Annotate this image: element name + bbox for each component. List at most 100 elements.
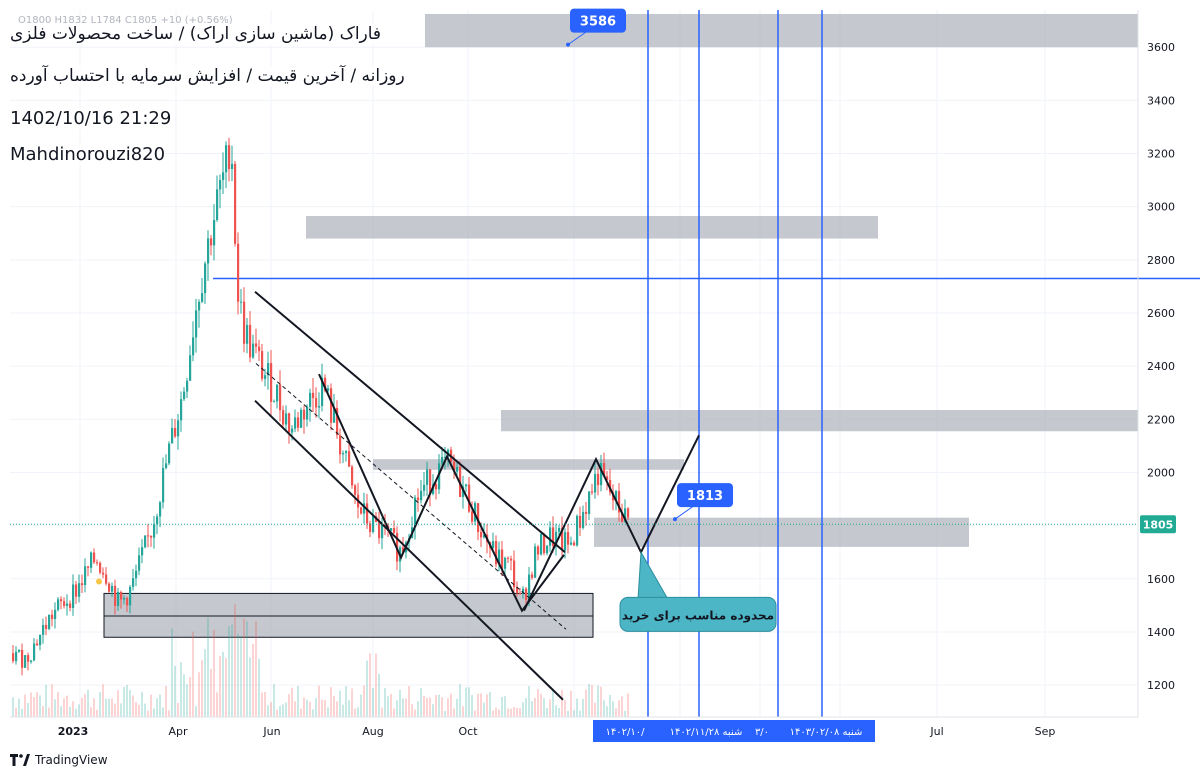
volume-bar — [165, 685, 167, 717]
volume-bar — [564, 699, 566, 717]
candle-body — [168, 443, 171, 464]
volume-bar — [372, 688, 374, 717]
volume-bar — [273, 684, 275, 717]
volume-bar — [627, 693, 629, 717]
volume-bar — [243, 618, 245, 717]
volume-bar — [318, 685, 320, 717]
candle-body — [267, 363, 270, 376]
candle-body — [381, 524, 384, 539]
candle-body — [303, 409, 306, 420]
candle-body — [30, 660, 33, 662]
candle-body — [453, 461, 456, 472]
tradingview-footer[interactable]: TradingView — [10, 753, 108, 767]
event-marker-icon — [96, 578, 102, 585]
candle-body — [258, 346, 261, 352]
support-resistance-zone — [373, 459, 684, 470]
candle-body — [348, 451, 351, 467]
volume-bar — [513, 706, 515, 717]
candle-body — [171, 427, 174, 444]
candle-body — [525, 588, 528, 600]
candle-body — [213, 219, 216, 246]
candle-body — [66, 603, 69, 607]
price-tick-label: 2400 — [1147, 360, 1175, 373]
candle-body — [114, 585, 117, 606]
candle-body — [324, 377, 327, 391]
callout-1813-label: 1813 — [687, 489, 723, 504]
candle-body — [624, 508, 627, 523]
candle-body — [606, 476, 609, 480]
volume-bar — [192, 631, 194, 717]
volume-bar — [609, 694, 611, 717]
volume-bar — [300, 708, 302, 717]
volume-bar — [93, 698, 95, 717]
candle-body — [210, 238, 213, 246]
candle-body — [315, 398, 318, 408]
time-tick-label: 2023 — [58, 725, 89, 738]
volume-bar — [429, 697, 431, 717]
volume-bars — [12, 604, 629, 717]
volume-bar — [18, 698, 20, 717]
volume-bar — [180, 662, 182, 717]
volume-bar — [426, 698, 428, 717]
candle-body — [333, 407, 336, 423]
candle-body — [120, 591, 123, 600]
callout-1813-box — [677, 483, 733, 508]
candle-body — [360, 507, 363, 514]
volume-bar — [510, 708, 512, 717]
volume-bar — [51, 684, 53, 717]
candle-body — [132, 578, 135, 587]
candle-body — [369, 523, 372, 532]
volume-bar — [135, 701, 137, 717]
tradingview-logo-icon — [10, 754, 30, 766]
volume-bar — [552, 689, 554, 717]
volume-bar — [444, 710, 446, 717]
volume-bar — [351, 688, 353, 717]
candle-body — [261, 351, 264, 379]
volume-bar — [381, 707, 383, 717]
volume-bar — [288, 694, 290, 717]
chart-datetime: 1402/10/16 21:29 — [10, 108, 172, 129]
candle-body — [273, 401, 276, 403]
volume-bar — [522, 702, 524, 717]
candle-body — [123, 597, 126, 600]
volume-bar — [183, 674, 185, 717]
candle-body — [96, 562, 99, 564]
zigzag-pattern-1 — [318, 373, 565, 613]
volume-bar — [387, 696, 389, 717]
volume-bar — [87, 689, 89, 717]
candle-body — [588, 491, 591, 514]
candle-body — [189, 355, 192, 381]
tradingview-brand: TradingView — [35, 753, 108, 767]
volume-bar — [480, 693, 482, 717]
volume-bar — [264, 692, 266, 717]
volume-bar — [606, 706, 608, 717]
candle-body — [480, 531, 483, 538]
volume-bar — [246, 621, 248, 717]
price-tick-label: 2200 — [1147, 413, 1175, 426]
volume-bar — [147, 710, 149, 717]
volume-bar — [327, 707, 329, 717]
candle-body — [60, 599, 63, 602]
volume-bar — [24, 694, 26, 717]
volume-bar — [138, 704, 140, 717]
candle-body — [111, 585, 114, 592]
volume-bar — [336, 701, 338, 717]
candle-body — [561, 527, 564, 551]
candle-body — [126, 597, 129, 606]
volume-bar — [465, 687, 467, 717]
volume-bar — [342, 704, 344, 717]
volume-bar — [543, 698, 545, 717]
volume-bar — [495, 707, 497, 717]
candle-body — [600, 463, 603, 486]
volume-bar — [333, 695, 335, 717]
candle-body — [252, 343, 255, 358]
channel-upper-line — [254, 290, 566, 553]
volume-bar — [573, 710, 575, 717]
candle-body — [543, 533, 546, 554]
volume-bar — [453, 708, 455, 717]
candle-body — [180, 399, 183, 421]
volume-bar — [303, 697, 305, 717]
volume-bar — [108, 698, 110, 717]
volume-bar — [213, 629, 215, 717]
